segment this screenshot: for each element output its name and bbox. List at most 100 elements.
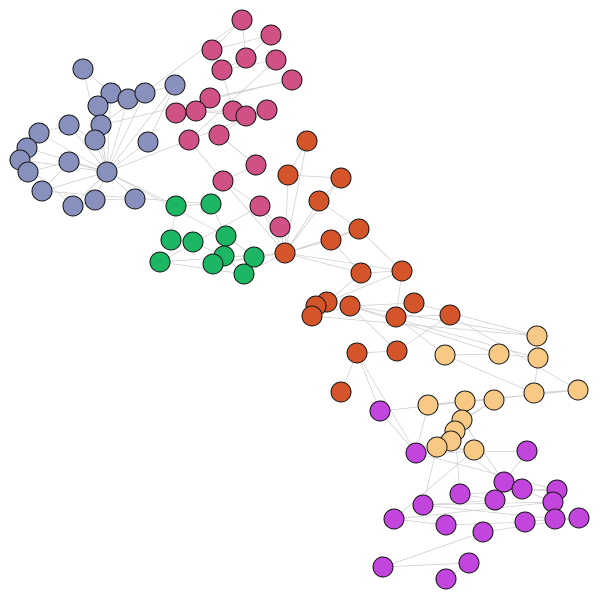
graph-node-pink: [260, 24, 282, 46]
node-layer: [9, 9, 590, 590]
graph-node-violet: [458, 552, 480, 574]
graph-edge: [159, 261, 245, 275]
graph-node-green: [182, 231, 204, 253]
graph-node-violet: [514, 511, 536, 533]
graph-node-pink: [235, 47, 257, 69]
graph-node-blue: [84, 189, 106, 211]
graph-node-peach: [454, 390, 476, 412]
graph-node-violet: [449, 483, 471, 505]
graph-node-pink: [199, 87, 221, 109]
graph-node-orange: [330, 167, 352, 189]
graph-node-orange: [330, 381, 352, 403]
graph-node-orange: [296, 130, 318, 152]
graph-node-pink: [165, 102, 187, 124]
graph-node-violet: [516, 440, 538, 462]
graph-edge: [222, 180, 286, 254]
graph-edge: [311, 315, 538, 337]
graph-node-green: [233, 263, 255, 285]
graph-node-orange: [320, 229, 342, 251]
graph-node-peach: [488, 343, 510, 365]
graph-node-peach: [483, 389, 505, 411]
graph-node-orange: [277, 164, 299, 186]
graph-edge: [284, 177, 342, 254]
graph-edge: [284, 252, 362, 274]
graph-node-orange: [350, 262, 372, 284]
graph-node-blue: [84, 129, 106, 151]
graph-node-pink: [185, 100, 207, 122]
graph-node-violet: [435, 568, 457, 590]
graph-node-orange: [439, 304, 461, 326]
graph-node-pink: [249, 195, 271, 217]
graph-edge: [284, 174, 289, 254]
graph-node-orange: [348, 218, 370, 240]
graph-node-peach: [526, 325, 548, 347]
graph-node-blue: [28, 122, 50, 144]
graph-node-violet: [544, 508, 566, 530]
graph-node-violet: [435, 514, 457, 536]
graph-edge: [159, 205, 261, 263]
graph-node-orange: [385, 306, 407, 328]
graph-edge: [106, 98, 129, 173]
graph-node-orange: [346, 342, 368, 364]
graph-edge: [379, 389, 579, 412]
graph-node-pink: [265, 49, 287, 71]
graph-edge: [415, 452, 558, 491]
graph-edge: [106, 139, 190, 173]
graph-node-green: [215, 225, 237, 247]
graph-node-pink: [245, 154, 267, 176]
graph-node-blue: [62, 195, 84, 217]
graph-node-pink: [269, 216, 291, 238]
graph-node-blue: [134, 82, 156, 104]
graph-node-peach: [523, 382, 545, 404]
graph-node-pink: [178, 129, 200, 151]
graph-node-peach: [426, 436, 448, 458]
graph-node-violet: [383, 508, 405, 530]
graph-node-violet: [372, 556, 394, 578]
graph-edge: [349, 302, 415, 307]
graph-edge: [382, 531, 484, 568]
graph-edge: [106, 92, 146, 173]
graph-node-blue: [17, 161, 39, 183]
graph-edge: [382, 562, 470, 568]
graph-edge: [41, 171, 108, 192]
graph-node-blue: [31, 180, 53, 202]
graph-edge: [393, 449, 475, 520]
graph-node-peach: [417, 394, 439, 416]
graph-edge: [444, 354, 535, 394]
graph-node-peach: [463, 439, 485, 461]
graph-edge: [188, 59, 277, 141]
graph-node-violet: [412, 494, 434, 516]
graph-edge: [413, 302, 538, 337]
graph-node-green: [160, 229, 182, 251]
graph-node-green: [202, 253, 224, 275]
graph-edge: [106, 92, 112, 173]
graph-edge: [106, 84, 176, 173]
graph-node-blue: [124, 188, 146, 210]
graph-node-violet: [472, 521, 494, 543]
graph-node-violet: [405, 442, 427, 464]
graph-node-green: [200, 193, 222, 215]
graph-node-violet: [511, 478, 533, 500]
graph-node-blue: [96, 161, 118, 183]
graph-edge: [147, 84, 176, 143]
graph-node-orange: [274, 242, 296, 264]
graph-node-blue: [58, 151, 80, 173]
graph-node-violet: [568, 507, 590, 529]
graph-edge: [349, 305, 500, 355]
graph-edge: [284, 140, 308, 254]
graph-edge: [326, 301, 538, 337]
graph-node-blue: [87, 95, 109, 117]
graph-node-orange: [386, 340, 408, 362]
graph-node-orange: [308, 190, 330, 212]
graph-node-orange: [391, 260, 413, 282]
graph-node-pink: [235, 105, 257, 127]
graph-edge: [349, 305, 398, 352]
graph-node-blue: [164, 74, 186, 96]
graph-node-green: [243, 246, 265, 268]
graph-node-green: [149, 251, 171, 273]
graph-node-peach: [567, 379, 589, 401]
graph-node-peach: [527, 347, 549, 369]
graph-edge: [326, 270, 403, 303]
graph-node-pink: [211, 59, 233, 81]
